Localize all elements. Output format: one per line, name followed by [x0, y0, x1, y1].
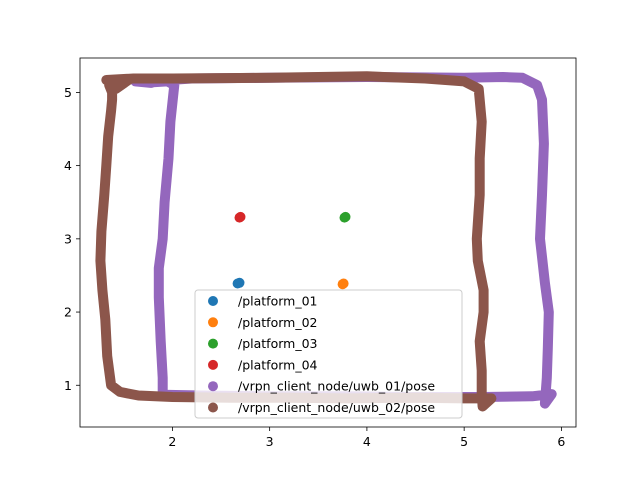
- legend-label: /vrpn_client_node/uwb_01/pose: [238, 379, 435, 394]
- x-tick-label: 4: [363, 434, 371, 449]
- x-tick-label: 5: [460, 434, 468, 449]
- legend-label: /platform_04: [238, 357, 318, 372]
- y-axis: 1 2 3 4 5: [64, 85, 80, 393]
- legend-label: /platform_01: [238, 294, 317, 309]
- y-tick-label: 2: [64, 305, 72, 320]
- x-tick-label: 2: [168, 434, 176, 449]
- legend-marker: [208, 338, 218, 349]
- x-tick-label: 3: [266, 434, 274, 449]
- platform-point-4-2: [234, 212, 245, 223]
- platform-point-3-2: [339, 212, 350, 223]
- x-axis: 2 3 4 5 6: [168, 427, 565, 449]
- legend-label: /platform_03: [238, 336, 317, 351]
- legend: /platform_01/platform_02/platform_03/pla…: [194, 289, 463, 419]
- legend-label: /vrpn_client_node/uwb_02/pose: [238, 400, 435, 415]
- legend-marker: [208, 359, 218, 370]
- y-tick-label: 4: [64, 158, 72, 173]
- axes-frame: [79, 57, 577, 428]
- y-tick-label: 3: [64, 231, 72, 246]
- legend-marker: [208, 317, 218, 328]
- legend-marker: [208, 381, 218, 392]
- series-path-uwb-1: [130, 72, 557, 409]
- y-tick-label: 1: [64, 378, 72, 393]
- legend-label: /platform_02: [238, 315, 317, 330]
- x-tick-label: 6: [557, 434, 565, 449]
- platform-point-2-2: [337, 279, 348, 290]
- platform-point-1-2: [232, 278, 243, 289]
- legend-marker: [208, 296, 218, 306]
- y-tick-label: 5: [64, 85, 72, 100]
- legend-marker: [208, 402, 218, 413]
- legend-box: [194, 289, 463, 419]
